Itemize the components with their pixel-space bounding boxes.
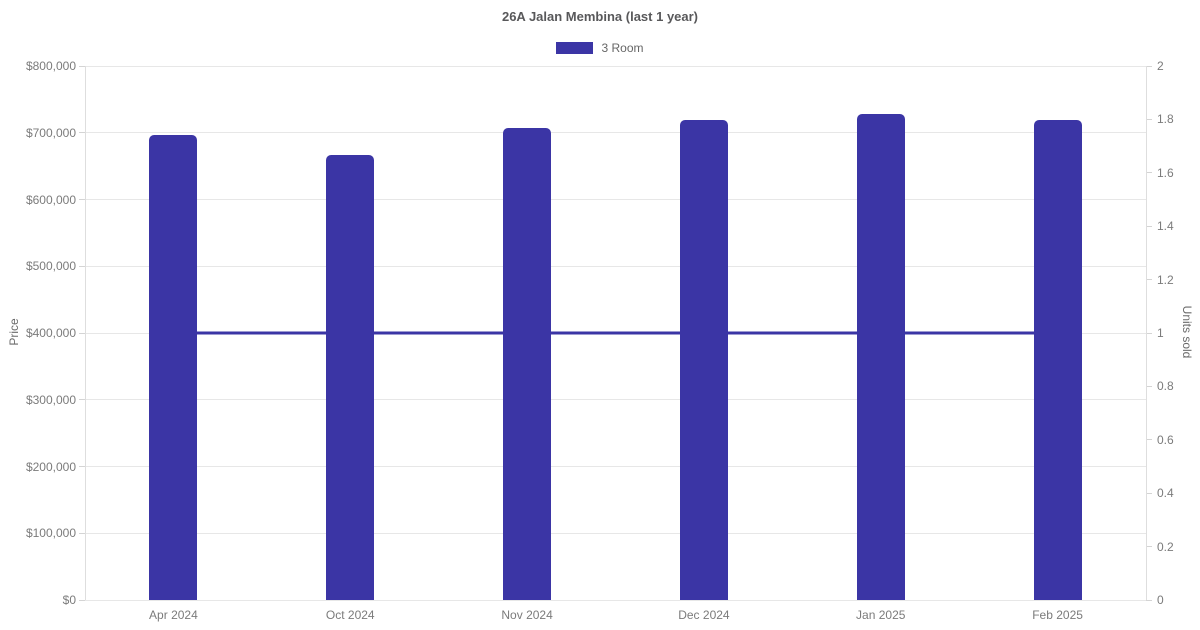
y-tick-mark-left-4 [79, 332, 85, 334]
y-tick-label-right-5: 1 [1157, 326, 1164, 340]
y-tick-mark-left-7 [79, 132, 85, 134]
y-tick-mark-right-2 [1146, 492, 1152, 494]
bar-oct-2024[interactable] [326, 155, 375, 600]
y-tick-label-left-6: $600,000 [25, 192, 76, 207]
legend-label: 3 Room [601, 41, 644, 55]
y-tick-mark-right-5 [1146, 332, 1152, 334]
y-tick-label-left-3: $300,000 [25, 392, 76, 407]
y-tick-label-right-2: 0.4 [1157, 486, 1174, 501]
gridline--300-000 [85, 399, 1146, 401]
y-tick-label-right-8: 1.6 [1157, 165, 1174, 180]
y-tick-label-right-7: 1.4 [1157, 219, 1174, 234]
gridline--100-000 [85, 532, 1146, 534]
y-tick-mark-right-9 [1146, 118, 1152, 120]
y-tick-mark-left-0 [79, 599, 85, 601]
bar-feb-2025[interactable] [1033, 120, 1082, 600]
gridline--0 [85, 599, 1146, 601]
gridline--400-000 [85, 332, 1146, 334]
bar-nov-2024[interactable] [503, 128, 552, 600]
gridline--800-000 [85, 65, 1146, 67]
y-tick-mark-right-4 [1146, 385, 1152, 387]
y-tick-mark-left-1 [79, 532, 85, 534]
y-tick-label-left-0: $0 [62, 593, 76, 607]
x-tick-label-jan-2025: Jan 2025 [856, 608, 906, 622]
x-tick-label-apr-2024: Apr 2024 [149, 608, 198, 622]
gridline--200-000 [85, 466, 1146, 467]
y-tick-label-left-2: $200,000 [25, 459, 76, 474]
y-tick-mark-left-6 [79, 199, 85, 200]
y-tick-mark-right-6 [1146, 279, 1152, 281]
y-tick-mark-left-3 [79, 399, 85, 401]
legend-item-3-room[interactable]: 3 Room [556, 41, 644, 55]
y-tick-label-left-4: $400,000 [25, 326, 76, 340]
y-tick-label-right-6: 1.2 [1157, 272, 1174, 287]
y-tick-mark-left-5 [79, 265, 85, 267]
bar-dec-2024[interactable] [679, 120, 728, 600]
y-tick-mark-right-3 [1146, 439, 1152, 441]
legend: 3 Room [0, 41, 1200, 55]
y-tick-mark-right-8 [1146, 172, 1152, 174]
y-tick-label-left-8: $800,000 [25, 59, 76, 73]
gridline--600-000 [85, 199, 1146, 200]
bar-jan-2025[interactable] [856, 114, 905, 600]
y-tick-label-right-10: 2 [1157, 59, 1164, 73]
y-tick-label-left-1: $100,000 [25, 526, 76, 541]
chart-title: 26A Jalan Membina (last 1 year) [501, 9, 699, 24]
y-tick-mark-right-10 [1146, 65, 1152, 67]
y-tick-label-right-0: 0 [1157, 593, 1164, 607]
y-tick-mark-left-8 [79, 65, 85, 67]
y-axis-border-right [1146, 66, 1147, 600]
y-tick-label-left-5: $500,000 [25, 259, 76, 274]
y-tick-label-left-7: $700,000 [25, 125, 76, 140]
y-axis-title-units-sold: Units sold [1180, 305, 1194, 359]
x-tick-label-nov-2024: Nov 2024 [501, 608, 553, 622]
y-tick-mark-left-2 [79, 466, 85, 467]
y-tick-mark-right-0 [1146, 599, 1152, 601]
y-tick-label-right-3: 0.6 [1157, 432, 1174, 447]
bar-apr-2024[interactable] [149, 135, 198, 600]
y-tick-label-right-9: 1.8 [1157, 112, 1174, 127]
y-tick-label-right-1: 0.2 [1157, 539, 1174, 554]
y-tick-mark-right-7 [1146, 225, 1152, 227]
gridline--700-000 [85, 132, 1146, 134]
x-tick-label-feb-2025: Feb 2025 [1032, 608, 1083, 622]
gridline--500-000 [85, 265, 1146, 267]
x-tick-label-oct-2024: Oct 2024 [325, 608, 375, 622]
y-tick-label-right-4: 0.8 [1157, 379, 1174, 394]
legend-swatch-icon [556, 42, 594, 54]
y-tick-mark-right-1 [1146, 546, 1152, 548]
x-tick-label-dec-2024: Dec 2024 [678, 608, 730, 622]
y-axis-border-left [85, 66, 86, 600]
